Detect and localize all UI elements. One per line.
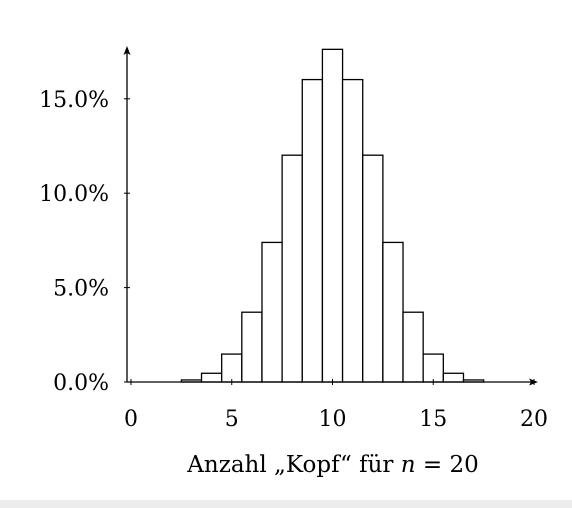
- bar-k-9: [301, 78, 324, 383]
- bar-k-12: [362, 154, 384, 383]
- bar-k-7: [261, 241, 283, 383]
- bar-k-11: [341, 78, 364, 383]
- x-tick-label-5: 5: [225, 407, 239, 432]
- bar-k-15: [422, 353, 444, 383]
- x-axis-title: Anzahl „Kopf“ für n = 20: [186, 452, 478, 478]
- x-tick-label-20: 20: [520, 407, 548, 432]
- y-tick-label-0: 0.0%: [53, 371, 109, 396]
- x-tick-label-0: 0: [124, 407, 138, 432]
- y-tick-label-1: 5.0%: [53, 277, 109, 302]
- bar-k-10: [321, 48, 344, 383]
- x-axis-title-suffix: = 20: [423, 452, 479, 478]
- bottom-strip: [0, 500, 572, 508]
- bar-k-5: [221, 353, 243, 383]
- bars-group: [180, 48, 485, 383]
- x-ticks-group: 0 5 10 15 20: [124, 379, 548, 432]
- bar-k-14: [402, 311, 424, 383]
- x-tick-label-10: 10: [319, 407, 347, 432]
- bar-k-6: [241, 311, 263, 383]
- y-ticks-group: 0.0% 5.0% 10.0% 15.0%: [39, 88, 130, 396]
- x-tick-label-15: 15: [419, 407, 447, 432]
- bar-k-16: [442, 372, 465, 383]
- bar-k-8: [281, 154, 303, 383]
- y-tick-label-3: 15.0%: [39, 88, 109, 113]
- x-axis-title-prefix: Anzahl „Kopf“ für: [186, 452, 400, 478]
- bar-k-4: [200, 372, 223, 383]
- y-axis-arrowhead: [123, 46, 131, 55]
- x-axis-title-variable: n: [401, 452, 416, 478]
- bar-k-13: [382, 241, 404, 383]
- y-tick-label-2: 10.0%: [39, 182, 109, 207]
